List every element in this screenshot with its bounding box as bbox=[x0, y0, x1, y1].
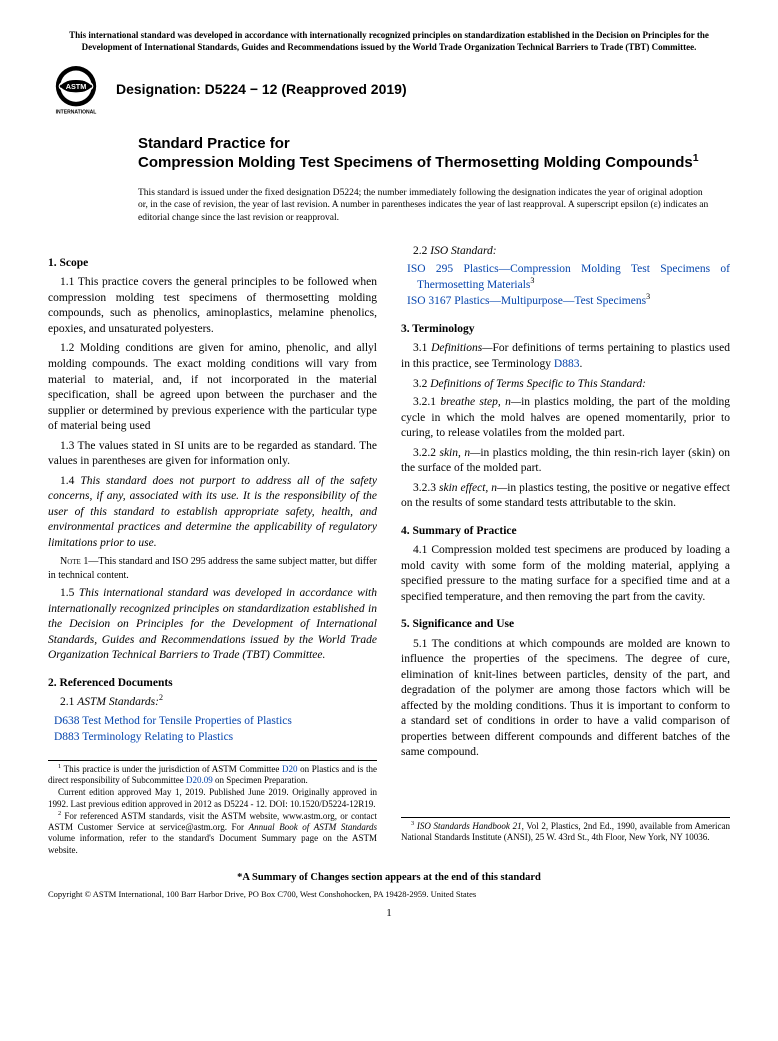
para-1-1: 1.1 This practice covers the general pri… bbox=[48, 275, 377, 337]
title-block: Standard Practice for Compression Moldin… bbox=[138, 135, 730, 173]
ref-iso3167[interactable]: ISO 3167 Plastics—Multipurpose—Test Spec… bbox=[417, 294, 730, 310]
footnote-2: 2 For referenced ASTM standards, visit t… bbox=[48, 811, 377, 856]
section-5-head: 5. Significance and Use bbox=[401, 617, 730, 633]
svg-text:INTERNATIONAL: INTERNATIONAL bbox=[56, 110, 97, 116]
footnote-3: 3 ISO Standards Handbook 21, Vol 2, Plas… bbox=[401, 821, 730, 844]
designation: Designation: D5224 − 12 (Reapproved 2019… bbox=[116, 80, 407, 99]
para-4-1: 4.1 Compression molded test specimens ar… bbox=[401, 543, 730, 605]
left-footnotes: 1 This practice is under the jurisdictio… bbox=[48, 760, 377, 856]
para-1-4: 1.4 1.4 This standard does not purport t… bbox=[48, 474, 377, 552]
svg-text:ASTM: ASTM bbox=[66, 82, 87, 91]
section-2-head: 2. Referenced Documents bbox=[48, 676, 377, 692]
copyright: Copyright © ASTM International, 100 Barr… bbox=[48, 889, 730, 900]
title-prefix: Standard Practice for bbox=[138, 135, 730, 154]
link-d638[interactable]: D638 bbox=[54, 715, 80, 727]
right-column: 2.2 ISO Standard: ISO 295 Plastics—Compr… bbox=[401, 244, 730, 857]
body-columns: 1. Scope 1.1 This practice covers the ge… bbox=[48, 244, 730, 857]
ref-d883: D883 Terminology Relating to Plastics bbox=[64, 730, 377, 746]
summary-changes-note: *A Summary of Changes section appears at… bbox=[48, 871, 730, 885]
top-disclaimer: This international standard was develope… bbox=[48, 30, 730, 53]
para-1-5: 1.5 This international standard was deve… bbox=[48, 586, 377, 664]
left-column: 1. Scope 1.1 This practice covers the ge… bbox=[48, 244, 377, 857]
note-1: Note 1—This standard and ISO 295 address… bbox=[48, 555, 377, 582]
link-d883-2[interactable]: D883 bbox=[554, 358, 580, 370]
para-3-1: 3.1 Definitions—For definitions of terms… bbox=[401, 341, 730, 372]
issuance-note: This standard is issued under the fixed … bbox=[138, 187, 730, 224]
para-5-1: 5.1 The conditions at which compounds ar… bbox=[401, 637, 730, 761]
para-3-2-1: 3.2.1 breathe step, n—in plastics moldin… bbox=[401, 395, 730, 442]
link-d883[interactable]: D883 bbox=[54, 731, 80, 743]
title-main: Compression Molding Test Specimens of Th… bbox=[138, 154, 730, 173]
link-d2009[interactable]: D20.09 bbox=[186, 775, 213, 785]
footnote-1: 1 This practice is under the jurisdictio… bbox=[48, 764, 377, 787]
para-2-1: 2.1 ASTM Standards:2 bbox=[48, 695, 377, 711]
para-3-2-2: 3.2.2 skin, n—in plastics molding, the t… bbox=[401, 446, 730, 477]
para-3-2-3: 3.2.3 skin effect, n—in plastics testing… bbox=[401, 481, 730, 512]
section-4-head: 4. Summary of Practice bbox=[401, 524, 730, 540]
astm-logo: ASTM INTERNATIONAL bbox=[48, 61, 104, 117]
para-1-3: 1.3 The values stated in SI units are to… bbox=[48, 439, 377, 470]
ref-iso295[interactable]: ISO 295 Plastics—Compression Molding Tes… bbox=[417, 262, 730, 293]
header: ASTM INTERNATIONAL Designation: D5224 − … bbox=[48, 61, 730, 117]
section-3-head: 3. Terminology bbox=[401, 322, 730, 338]
para-1-2: 1.2 Molding conditions are given for ami… bbox=[48, 341, 377, 434]
right-footnotes: 3 ISO Standards Handbook 21, Vol 2, Plas… bbox=[401, 817, 730, 844]
footnote-1b: Current edition approved May 1, 2019. Pu… bbox=[48, 787, 377, 810]
para-2-2: 2.2 ISO Standard: bbox=[401, 244, 730, 260]
para-3-2: 3.2 Definitions of Terms Specific to Thi… bbox=[401, 377, 730, 393]
link-d20[interactable]: D20 bbox=[282, 764, 298, 774]
section-1-head: 1. Scope bbox=[48, 256, 377, 272]
page-number: 1 bbox=[48, 906, 730, 921]
ref-d638: D638 Test Method for Tensile Properties … bbox=[64, 714, 377, 730]
